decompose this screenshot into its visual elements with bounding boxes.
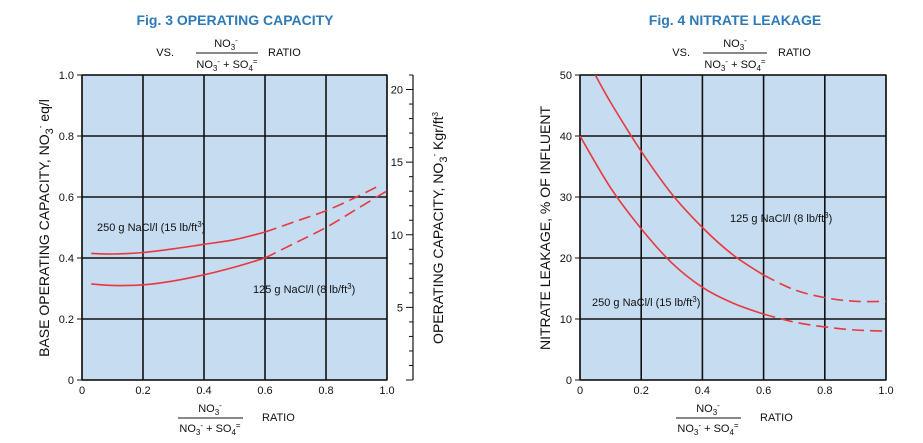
y-tick-label: 30: [560, 192, 572, 204]
fig4-x-ticks: 0 0.2 0.4 0.6 0.8 1.0: [577, 385, 894, 397]
x-tick-label: 0.2: [135, 385, 150, 397]
series-line-solid: [579, 135, 764, 315]
fig3-x-suffix: RATIO: [262, 412, 295, 424]
x-tick-label: 0.4: [196, 385, 211, 397]
fig3-plot-area: [82, 75, 387, 380]
series-line-dashed: [763, 313, 887, 332]
x-tick-label: 0.8: [318, 385, 333, 397]
y2-tick-label: 10: [391, 230, 403, 242]
fig4-subtitle-suffix: RATIO: [778, 47, 811, 59]
fig4-label-250g: 250 g NaCl/l (15 lb/ft3): [592, 295, 700, 309]
fig3-subtitle-denominator: NO3- + SO4=: [196, 57, 258, 73]
x-tick-label: 0.6: [756, 385, 771, 397]
series-line-solid: [91, 231, 266, 255]
y-tick-label: 0.6: [59, 192, 74, 204]
series-line-solid: [91, 257, 266, 287]
x-tick-label: 0.6: [257, 385, 272, 397]
fig4-title: Fig. 4 NITRATE LEAKAGE: [649, 12, 821, 28]
fig4-y-ticks: 0 10 20 30 40 50: [560, 70, 580, 387]
y-tick-label: 0.4: [59, 253, 74, 265]
fig4-plot-border: [579, 74, 887, 381]
y2-tick-label: 5: [397, 302, 403, 314]
fig3-chart: Fig. 3 OPERATING CAPACITY VS. NO3- NO3- …: [36, 12, 450, 437]
fig4-y-axis-label: NITRATE LEAKAGE, % OF INFLUENT: [537, 106, 553, 350]
fig4-subtitle-prefix: VS.: [672, 47, 690, 59]
series-line-dashed: [264, 184, 382, 233]
x-tick-label: 1.0: [379, 385, 394, 397]
series-line-dashed: [763, 274, 887, 303]
y-tick-label: 40: [560, 131, 572, 143]
fig4-subtitle-denominator: NO3- + SO4=: [704, 57, 766, 73]
fig3-y-ticks: 0 0.2 0.4 0.6 0.8 1.0: [59, 70, 82, 387]
fig3-y2-axis-label: OPERATING CAPACITY, NO3- Kgr/ft3: [430, 112, 450, 344]
x-tick-label: 0: [79, 385, 85, 397]
fig3-subtitle-numerator: NO3-: [214, 36, 238, 52]
y-tick-label: 20: [560, 253, 572, 265]
y-tick-label: 0: [68, 375, 74, 387]
y-tick-label: 0.8: [59, 131, 74, 143]
y-tick-label: 1.0: [59, 70, 74, 82]
fig3-title: Fig. 3 OPERATING CAPACITY: [136, 12, 334, 28]
fig4-plot-area: [580, 75, 886, 380]
fig3-y-axis-label: BASE OPERATING CAPACITY, NO3- eq/l: [36, 99, 56, 357]
fig3-plot-border: [81, 74, 388, 381]
fig4-label-125g: 125 g NaCl/l (8 lb/ft3): [730, 211, 832, 225]
x-tick-label: 0.4: [695, 385, 710, 397]
series-line-solid: [594, 74, 765, 276]
fig4-chart: Fig. 4 NITRATE LEAKAGE VS. NO3- NO3- + S…: [537, 12, 894, 437]
x-tick-label: 0: [577, 385, 583, 397]
y2-tick-label: 20: [391, 85, 403, 97]
y-tick-label: 50: [560, 70, 572, 82]
fig3-label-250g: 250 g NaCl/l (15 lb/ft3): [97, 220, 205, 234]
x-tick-label: 0.2: [634, 385, 649, 397]
fig3-subtitle-suffix: RATIO: [268, 47, 301, 59]
fig3-y2-ticks: 5 10 15 20: [391, 74, 413, 381]
series-line-dashed: [264, 190, 388, 259]
y-tick-label: 0.2: [59, 314, 74, 326]
x-tick-label: 0.8: [817, 385, 832, 397]
fig4-x-numerator: NO3-: [696, 401, 720, 417]
fig3-x-ticks: 0 0.2 0.4 0.6 0.8 1.0: [79, 385, 395, 397]
y2-tick-label: 15: [391, 157, 403, 169]
y-tick-label: 10: [560, 314, 572, 326]
x-tick-label: 1.0: [878, 385, 893, 397]
fig4-series: [579, 74, 887, 332]
fig3-label-125g: 125 g NaCl/l (8 lb/ft3): [253, 282, 355, 296]
fig3-series: [91, 184, 388, 287]
fig4-x-suffix: RATIO: [760, 412, 793, 424]
fig3-subtitle-prefix: VS.: [156, 47, 174, 59]
fig3-x-numerator: NO3-: [198, 401, 222, 417]
fig3-x-denominator: NO3- + SO4=: [179, 421, 241, 437]
fig4-x-denominator: NO3- + SO4=: [677, 421, 739, 437]
fig4-subtitle-numerator: NO3-: [723, 36, 747, 52]
y-tick-label: 0: [566, 375, 572, 387]
